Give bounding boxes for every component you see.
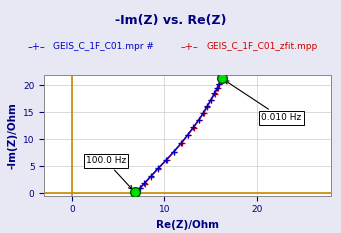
Text: 100.0 Hz: 100.0 Hz (86, 156, 132, 189)
Text: 0.010 Hz: 0.010 Hz (225, 81, 302, 122)
X-axis label: Re(Z)/Ohm: Re(Z)/Ohm (156, 220, 219, 230)
Text: GEIS_C_1F_C01.mpr #: GEIS_C_1F_C01.mpr # (53, 42, 154, 51)
Text: -Im(Z) vs. Re(Z): -Im(Z) vs. Re(Z) (115, 14, 226, 27)
Y-axis label: -Im(Z)/Ohm: -Im(Z)/Ohm (8, 102, 17, 169)
Text: GEIS_C_1F_C01_zfit.mpp: GEIS_C_1F_C01_zfit.mpp (206, 42, 317, 51)
Text: –+–: –+– (181, 42, 198, 51)
Text: –+–: –+– (27, 42, 45, 51)
